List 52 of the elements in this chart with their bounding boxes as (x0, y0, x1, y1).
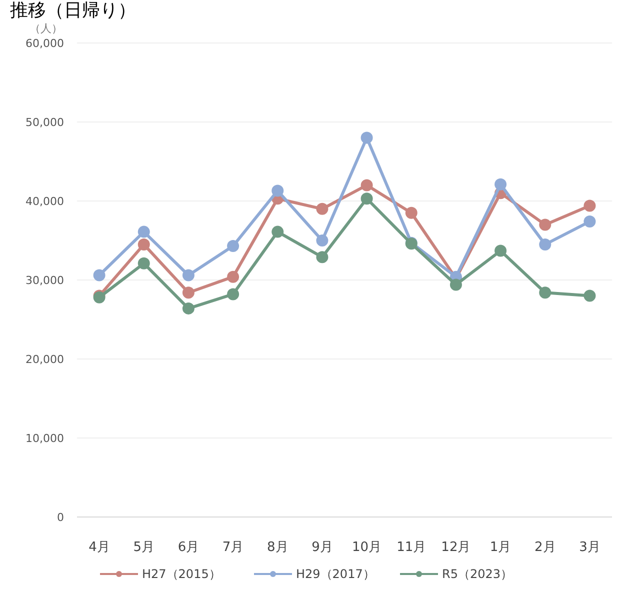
point (584, 216, 596, 228)
legend-label: R5（2023） (442, 567, 513, 581)
point (494, 178, 507, 190)
point (182, 269, 194, 282)
point (93, 269, 106, 282)
point (316, 202, 328, 215)
point (138, 257, 150, 270)
x-tick-label: 3月 (579, 540, 600, 555)
legend-label: H29（2017） (296, 567, 375, 581)
point (138, 226, 150, 238)
point (272, 184, 284, 197)
y-tick-label: 30,000 (26, 274, 64, 287)
point (182, 302, 194, 314)
point (272, 226, 284, 238)
point (182, 286, 194, 299)
y-axis-title: （人） (30, 22, 62, 35)
y-tick-label: 20,000 (26, 353, 64, 366)
y-tick-label: 0 (57, 511, 64, 524)
x-tick-label: 10月 (352, 540, 382, 555)
y-tick-label: 10,000 (26, 432, 64, 445)
point (539, 238, 552, 250)
point (316, 234, 328, 246)
point (539, 218, 552, 231)
chart-title: 推移（日帰り） (10, 0, 136, 21)
point (227, 288, 240, 300)
point (539, 286, 552, 299)
x-tick-label: 11月 (396, 540, 426, 555)
point (360, 179, 373, 192)
point (360, 132, 373, 144)
y-tick-label: 40,000 (26, 195, 64, 208)
x-tick-label: 6月 (178, 540, 200, 555)
x-tick-label: 12月 (441, 540, 471, 555)
point (450, 278, 462, 291)
x-tick-label: 8月 (266, 540, 288, 555)
y-tick-label: 50,000 (26, 116, 64, 129)
x-tick-label: 9月 (312, 540, 333, 555)
x-tick-label: 7月 (222, 540, 244, 555)
point (494, 244, 507, 257)
point (584, 200, 596, 212)
point (360, 192, 373, 205)
x-tick-label: 1月 (490, 540, 512, 555)
point (138, 238, 150, 250)
point (405, 206, 418, 219)
x-tick-label: 4月 (88, 540, 110, 555)
point (584, 290, 596, 302)
point (316, 251, 328, 264)
legend-label: H27（2015） (142, 567, 221, 581)
x-tick-label: 2月 (534, 540, 556, 555)
point (227, 270, 240, 283)
y-tick-label: 60,000 (26, 37, 64, 50)
x-tick-label: 5月 (133, 540, 155, 555)
point (227, 240, 240, 252)
